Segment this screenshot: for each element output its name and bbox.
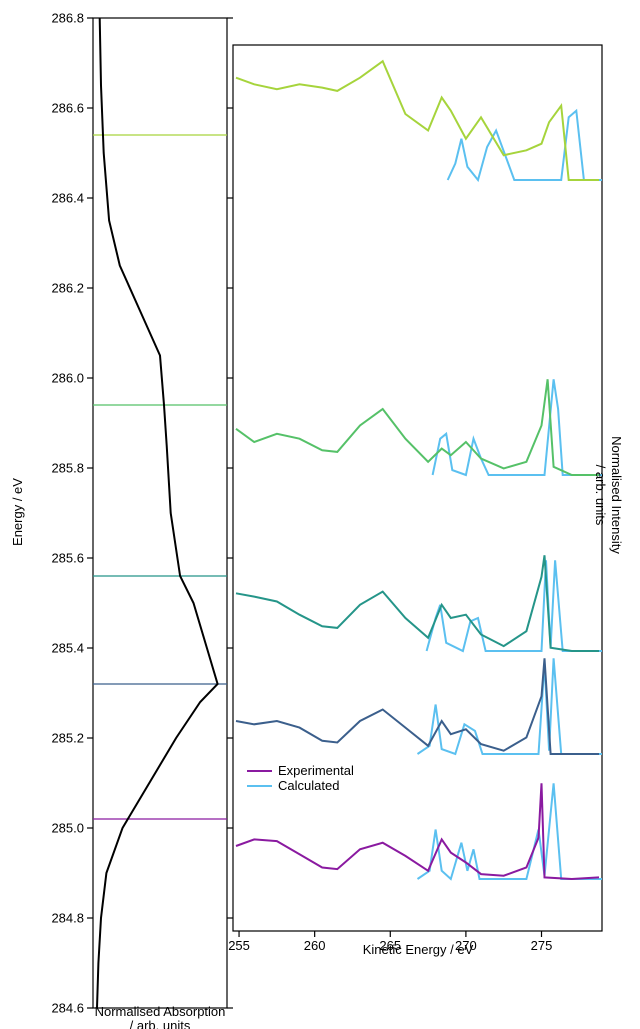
kinetic-tick-label: 270 <box>455 938 477 953</box>
energy-tick-label: 286.0 <box>51 371 84 386</box>
energy-tick-label: 285.4 <box>51 641 84 656</box>
legend: Experimental Calculated <box>247 763 354 793</box>
calculated-spectrum-1 <box>416 783 602 881</box>
energy-tick-label: 285.8 <box>51 461 84 476</box>
energy-axis-ticks: 284.6 284.8 285.0 285.2 285.4 285.6 285.8 286.0… <box>51 11 233 1016</box>
energy-tick-label: 286.2 <box>51 281 84 296</box>
left-panel-frame <box>92 17 228 1009</box>
energy-tick-label: 286.4 <box>51 191 84 206</box>
experimental-spectrum-1 <box>235 783 600 881</box>
calculated-spectrum-4 <box>431 379 602 477</box>
right-panel-frame <box>232 44 603 932</box>
energy-tick-label: 284.8 <box>51 911 84 926</box>
excitation-energy-markers <box>93 134 227 820</box>
calculated-spectrum-2 <box>416 658 602 756</box>
energy-tick-label: 286.8 <box>51 11 84 26</box>
intensity-axis-title-line-1: Normalised Intensity <box>609 436 624 554</box>
kinetic-tick-label: 255 <box>228 938 250 953</box>
kinetic-tick-label: 260 <box>304 938 326 953</box>
kinetic-energy-axis-ticks: 255 260 265 270 275 <box>228 931 552 953</box>
energy-tick-label: 284.6 <box>51 1001 84 1016</box>
absorption-axis-title-line-2: / arb. units <box>130 1018 191 1029</box>
calculated-spectrum-3 <box>425 560 602 653</box>
energy-tick-label: 286.6 <box>51 101 84 116</box>
right-panel: 255 260 265 270 275 Kinetic Energy / eV Norm… <box>228 44 624 957</box>
kinetic-energy-axis-title: Kinetic Energy / eV <box>363 942 474 957</box>
energy-tick-label: 285.6 <box>51 551 84 566</box>
experimental-spectrum-2 <box>235 658 599 755</box>
energy-tick-label: 285.0 <box>51 821 84 836</box>
experimental-spectrum-3 <box>235 555 599 652</box>
experimental-spectrum-4 <box>235 379 599 476</box>
intensity-axis-title-line-2: / arb. units <box>593 465 608 526</box>
kinetic-tick-label: 275 <box>531 938 553 953</box>
kinetic-tick-label: 265 <box>379 938 401 953</box>
energy-tick-label: 285.2 <box>51 731 84 746</box>
spectra <box>235 59 602 881</box>
legend-label-experimental: Experimental <box>278 763 354 778</box>
left-panel: 284.6 284.8 285.0 285.2 285.4 285.6 285.8 286.0… <box>10 11 233 1029</box>
legend-label-calculated: Calculated <box>278 778 339 793</box>
experimental-spectrum-5 <box>235 59 599 181</box>
calculated-spectrum-5 <box>446 108 602 183</box>
energy-axis-title: Energy / eV <box>10 478 25 546</box>
absorption-curve <box>96 17 219 1009</box>
absorption-axis-title-line-1: Normalised Absorption <box>95 1004 226 1019</box>
